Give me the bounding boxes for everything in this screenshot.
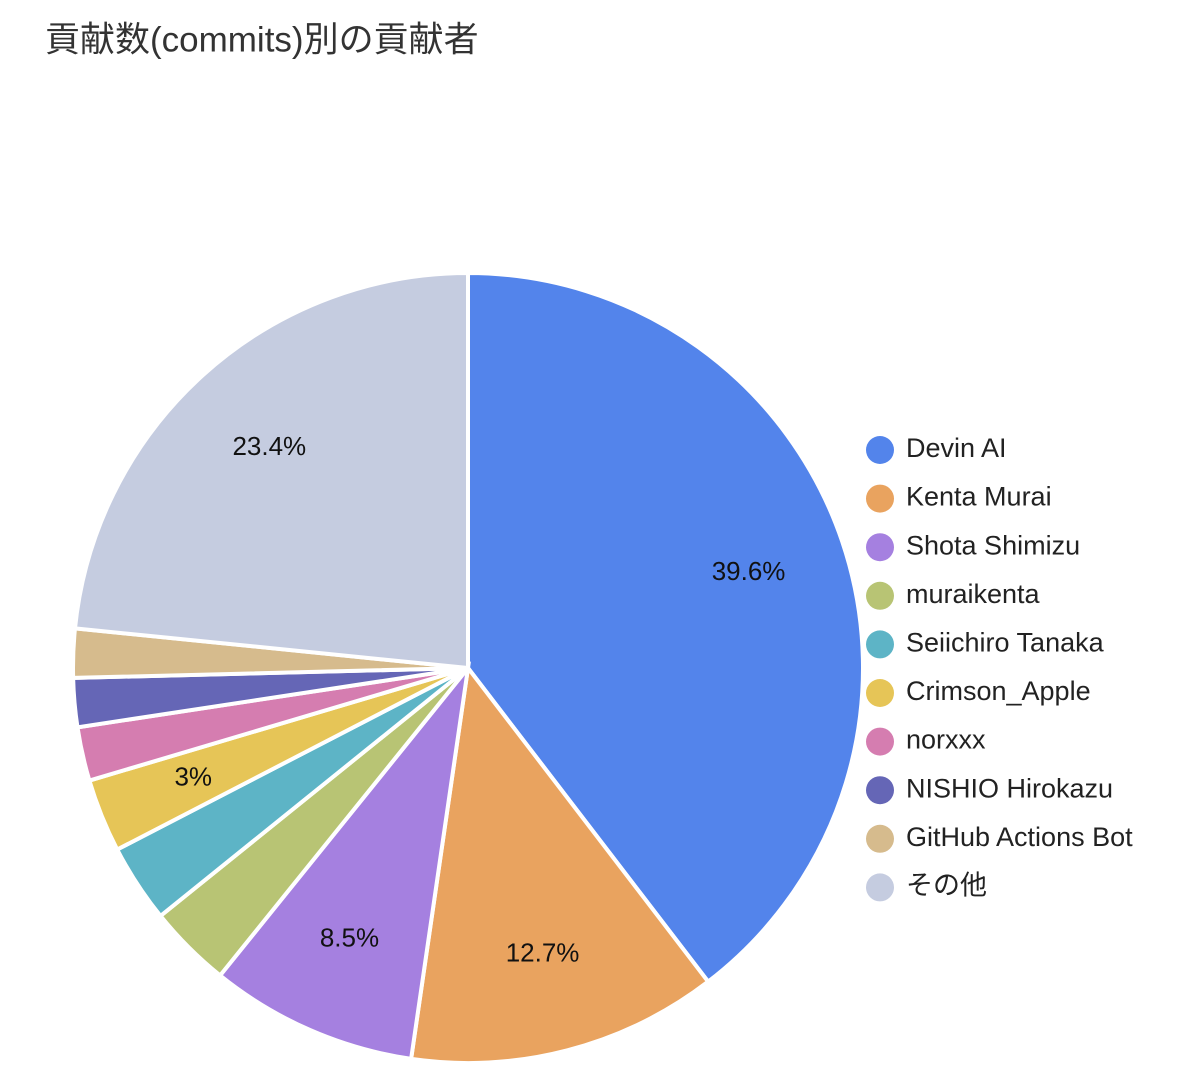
legend-text: NISHIO Hirokazu (906, 773, 1113, 803)
legend-text: GitHub Actions Bot (906, 822, 1133, 852)
legend-marker (866, 824, 894, 853)
legend-text: muraikenta (906, 579, 1041, 609)
value-label: 8.5% (320, 922, 379, 952)
legend-marker (866, 873, 894, 902)
chart-title: 貢献数(commits)別の貢献者 (45, 20, 479, 59)
legend-marker (866, 679, 894, 707)
legend-marker (866, 436, 894, 464)
value-label: 39.6% (712, 556, 786, 586)
value-label: 23.4% (232, 431, 306, 461)
legend-text: norxxx (906, 725, 986, 755)
legend-marker (866, 727, 894, 756)
value-label: 3% (174, 762, 212, 792)
pie-slice (72, 270, 470, 671)
pie-slice (217, 661, 472, 1062)
legend-marker (866, 776, 894, 805)
legend-text: Shota Shimizu (906, 530, 1080, 560)
pie-slice (408, 663, 711, 1065)
legend-text: Kenta Murai (906, 482, 1052, 512)
legend-text: Devin AI (906, 433, 1007, 463)
legend-text: Crimson_Apple (906, 676, 1091, 706)
pie-slice (466, 270, 865, 985)
legend-marker (866, 484, 894, 513)
legend-marker (866, 581, 894, 610)
legend-marker (866, 630, 894, 659)
legend-text: Seiichiro Tanaka (906, 628, 1105, 658)
value-label: 12.7% (506, 938, 580, 968)
legend-marker (866, 533, 894, 562)
legend-text: その他 (906, 871, 987, 901)
